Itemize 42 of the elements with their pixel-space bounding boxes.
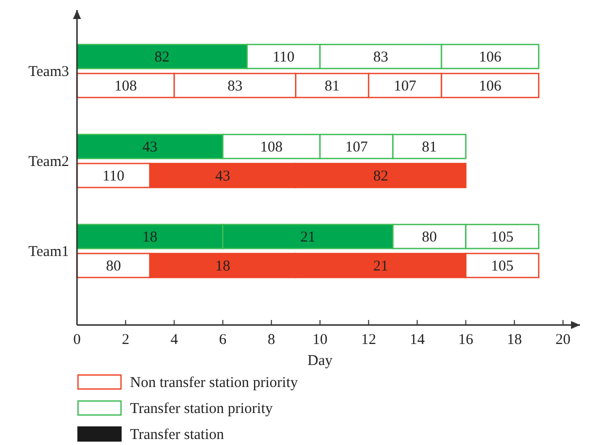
series-label: 82 <box>154 50 170 66</box>
series-label: 83 <box>227 78 242 94</box>
series-label: 108 <box>260 140 283 156</box>
series-label: 107 <box>394 78 417 94</box>
x-tick-label: 10 <box>312 332 328 348</box>
y-tick-label: Team3 <box>28 64 69 80</box>
series-label: 80 <box>106 258 121 274</box>
series-label: 81 <box>422 140 437 156</box>
series-label: 80 <box>422 230 437 246</box>
x-tick-label: 8 <box>268 332 276 348</box>
series-label: 43 <box>215 168 230 184</box>
series-label: 82 <box>373 168 388 184</box>
series-label: 108 <box>114 78 137 94</box>
x-tick-label: 6 <box>219 332 228 348</box>
series-label: 110 <box>102 168 124 184</box>
series-label: 106 <box>478 50 502 66</box>
x-tick-label: 14 <box>410 332 426 348</box>
x-tick-label: 12 <box>361 332 376 348</box>
y-tick-label: Team1 <box>28 244 69 260</box>
series-label: 81 <box>324 78 340 94</box>
series-label: 18 <box>215 258 230 274</box>
series-label: 43 <box>142 140 158 156</box>
y-tick-label: Team2 <box>28 154 69 170</box>
x-axis-title: Day <box>308 353 333 369</box>
legend-label: Transfer station priority <box>130 401 274 417</box>
x-tick-label: 0 <box>73 332 81 348</box>
x-tick-label: 16 <box>458 332 474 348</box>
series-label: 21 <box>300 230 316 246</box>
series-label: 107 <box>345 140 368 156</box>
series-label: 105 <box>491 230 514 246</box>
legend-label: Transfer station <box>130 427 225 443</box>
series-label: 110 <box>272 50 295 66</box>
series-label: 83 <box>373 50 388 66</box>
series-label: 106 <box>478 78 502 94</box>
x-tick-label: 18 <box>506 332 522 348</box>
x-tick-label: 20 <box>556 332 570 348</box>
series-label: 21 <box>373 258 388 274</box>
series-label: 105 <box>491 258 514 274</box>
x-tick-label: 4 <box>170 332 178 348</box>
legend-label: Non transfer station priority <box>130 375 298 391</box>
x-tick-label: 2 <box>122 332 130 348</box>
series-label: 18 <box>142 230 158 246</box>
